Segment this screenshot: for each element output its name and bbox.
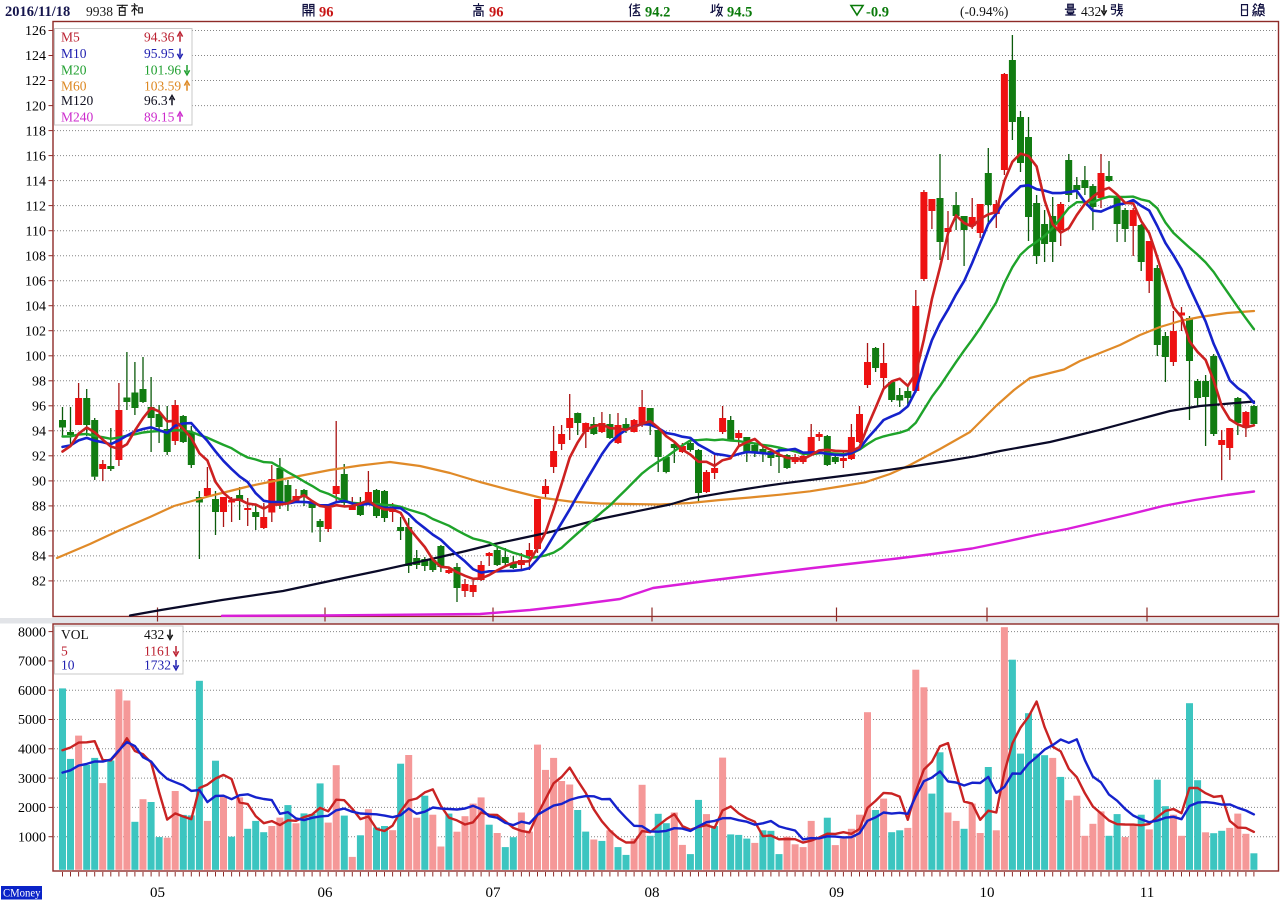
svg-text:104: 104	[25, 299, 46, 314]
svg-text:89.15: 89.15	[144, 110, 175, 125]
svg-text:2000: 2000	[18, 801, 46, 816]
svg-text:96.3: 96.3	[144, 93, 168, 108]
svg-text:6000: 6000	[18, 684, 46, 699]
svg-text:07: 07	[486, 885, 502, 901]
svg-text:95.95: 95.95	[144, 46, 175, 61]
svg-text:(-0.94%): (-0.94%)	[960, 4, 1008, 19]
svg-text:09: 09	[829, 885, 844, 901]
svg-text:106: 106	[25, 274, 46, 289]
svg-text:432: 432	[1081, 4, 1101, 19]
svg-text:101.96: 101.96	[144, 63, 181, 78]
svg-text:2016/11/18: 2016/11/18	[5, 4, 70, 20]
svg-text:VOL: VOL	[61, 627, 89, 642]
svg-text:118: 118	[26, 124, 46, 139]
svg-text:5: 5	[61, 644, 68, 659]
svg-text:08: 08	[645, 885, 660, 901]
svg-text:94: 94	[32, 425, 46, 440]
svg-text:CMoney: CMoney	[3, 886, 41, 900]
svg-text:102: 102	[25, 324, 46, 339]
svg-text:110: 110	[26, 224, 46, 239]
svg-text:96: 96	[489, 5, 504, 21]
svg-text:112: 112	[26, 199, 46, 214]
svg-text:9938: 9938	[86, 4, 113, 19]
svg-text:432: 432	[144, 627, 164, 642]
svg-text:86: 86	[32, 525, 46, 540]
svg-text:84: 84	[32, 550, 46, 565]
svg-text:M60: M60	[61, 79, 87, 94]
svg-text:98: 98	[32, 375, 46, 390]
svg-text:120: 120	[25, 99, 46, 114]
svg-text:126: 126	[25, 24, 46, 39]
svg-text:M10: M10	[61, 46, 87, 61]
svg-text:3000: 3000	[18, 772, 46, 787]
svg-text:7000: 7000	[18, 655, 46, 670]
svg-text:1000: 1000	[18, 830, 46, 845]
svg-text:122: 122	[25, 74, 46, 89]
svg-text:100: 100	[25, 350, 46, 365]
svg-text:M5: M5	[61, 30, 80, 45]
svg-text:05: 05	[150, 885, 165, 901]
svg-text:88: 88	[32, 500, 46, 515]
svg-text:-0.9: -0.9	[866, 5, 889, 21]
svg-text:10: 10	[61, 658, 75, 673]
svg-text:96: 96	[32, 400, 46, 415]
svg-text:06: 06	[318, 885, 334, 901]
svg-text:4000: 4000	[18, 743, 46, 758]
svg-text:94.2: 94.2	[645, 5, 670, 21]
svg-text:1161: 1161	[144, 644, 171, 659]
svg-text:94.36: 94.36	[144, 30, 175, 45]
svg-text:114: 114	[26, 174, 46, 189]
svg-text:M20: M20	[61, 63, 87, 78]
svg-text:1732: 1732	[144, 658, 171, 673]
svg-text:82: 82	[32, 575, 46, 590]
svg-text:116: 116	[26, 149, 46, 164]
svg-text:108: 108	[25, 249, 46, 264]
svg-text:92: 92	[32, 450, 46, 465]
svg-text:94.5: 94.5	[727, 5, 752, 21]
svg-text:5000: 5000	[18, 713, 46, 728]
svg-text:103.59: 103.59	[144, 79, 181, 94]
svg-text:8000: 8000	[18, 625, 46, 640]
svg-text:M120: M120	[61, 93, 94, 108]
svg-text:96: 96	[319, 5, 334, 21]
svg-text:11: 11	[1140, 885, 1154, 901]
svg-text:124: 124	[25, 49, 46, 64]
svg-text:10: 10	[980, 885, 995, 901]
svg-text:90: 90	[32, 475, 46, 490]
svg-text:M240: M240	[61, 110, 94, 125]
